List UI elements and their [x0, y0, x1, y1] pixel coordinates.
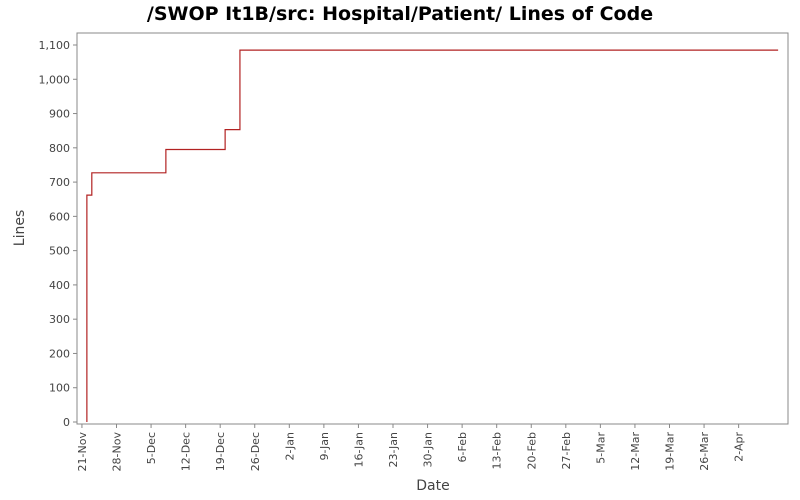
y-axis: 0 100 200 300 400 500 600 700 800 900 1,000 1,100	[39, 39, 77, 429]
y-tick-label: 1,000	[39, 73, 71, 86]
x-tick-label: 9-Jan	[318, 432, 331, 461]
series-layer	[86, 49, 779, 422]
y-tick-label: 0	[63, 416, 70, 429]
y-tick-label: 900	[49, 108, 70, 121]
x-tick-label: 6-Feb	[456, 432, 469, 462]
y-tick-label: 600	[49, 210, 70, 223]
x-tick-label: 26-Dec	[249, 432, 262, 471]
x-tick-label: 5-Dec	[145, 432, 158, 464]
y-tick-label: 800	[49, 142, 70, 155]
x-tick-label: 16-Jan	[352, 432, 365, 468]
x-tick-label: 19-Mar	[664, 432, 677, 471]
y-tick-label: 300	[49, 313, 70, 326]
x-tick-label: 12-Dec	[180, 432, 193, 471]
x-tick-label: 19-Dec	[214, 432, 227, 471]
x-tick-label: 21-Nov	[76, 432, 89, 472]
plot-area	[76, 32, 789, 425]
x-axis-label: Date	[416, 478, 449, 494]
x-tick-label: 13-Feb	[491, 432, 504, 469]
x-tick-label: 20-Feb	[525, 432, 538, 469]
y-tick-label: 400	[49, 279, 70, 292]
y-tick-label: 1,100	[39, 39, 71, 52]
y-axis-label: Lines	[12, 210, 28, 246]
chart-title: /SWOP It1B/src: Hospital/Patient/ Lines …	[147, 3, 653, 25]
y-tick-label: 200	[49, 347, 70, 360]
x-tick-label: 2-Apr	[733, 432, 746, 462]
x-tick-label: 28-Nov	[111, 432, 124, 472]
x-tick-label: 30-Jan	[422, 432, 435, 468]
y-tick-label: 700	[49, 176, 70, 189]
series-line	[86, 49, 779, 422]
x-tick-label: 12-Mar	[629, 432, 642, 471]
x-axis: 21-Nov 28-Nov 5-Dec 12-Dec 19-Dec 26-Dec 2-Jan…	[76, 424, 746, 471]
x-tick-label: 23-Jan	[387, 432, 400, 468]
x-tick-label: 27-Feb	[560, 432, 573, 469]
y-tick-label: 100	[49, 382, 70, 395]
x-tick-label: 5-Mar	[594, 432, 607, 464]
x-tick-label: 26-Mar	[698, 432, 711, 471]
y-tick-label: 500	[49, 245, 70, 258]
x-tick-label: 2-Jan	[283, 432, 296, 461]
